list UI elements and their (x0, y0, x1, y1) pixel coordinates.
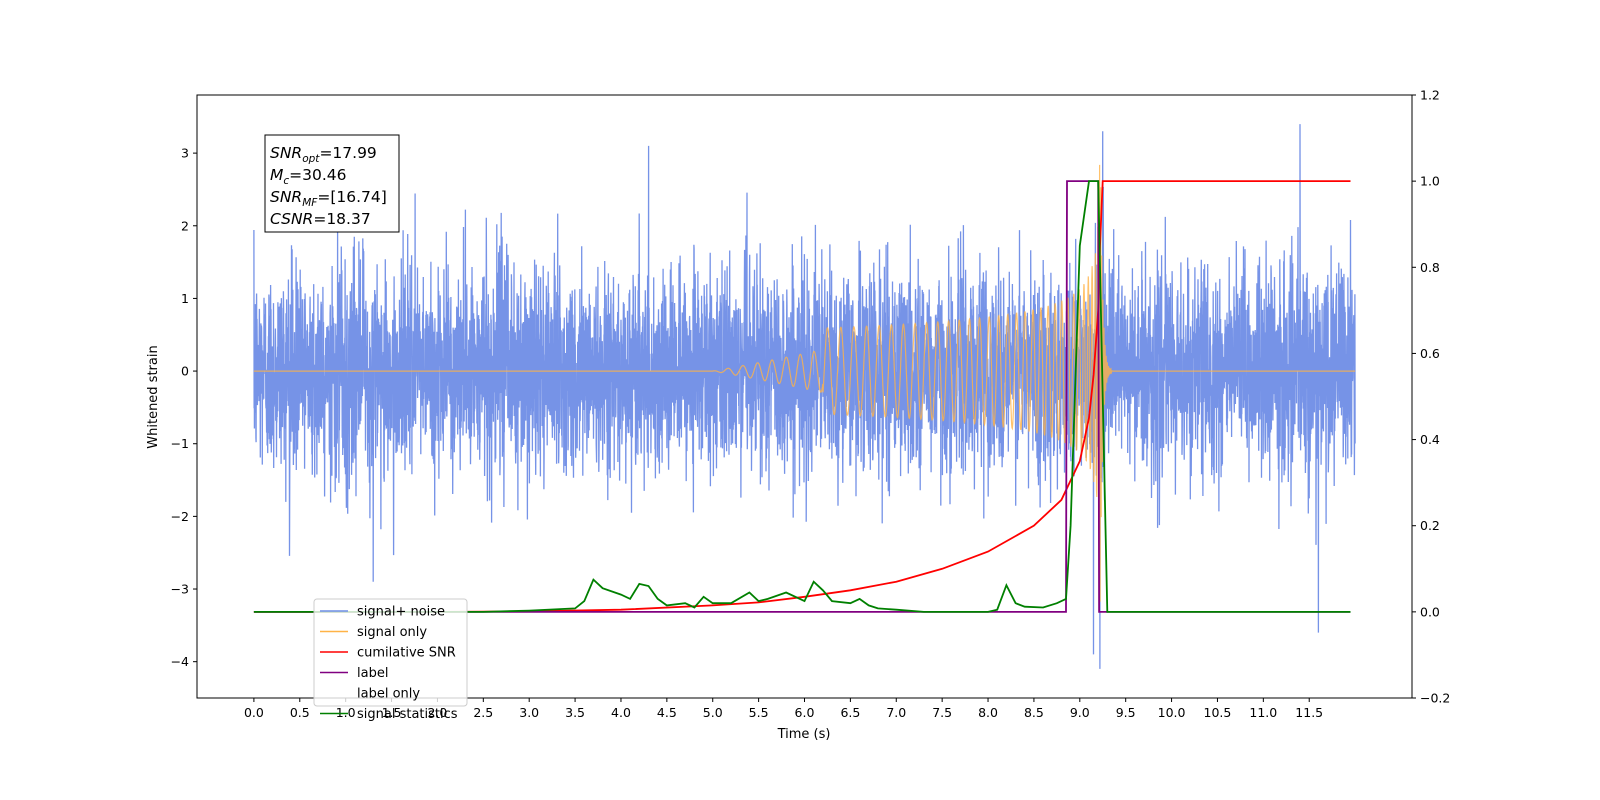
x-tick-label: 8.5 (1024, 705, 1044, 720)
legend-signal-noise-label: signal+ noise (357, 605, 445, 620)
series-signal-statistics-line (253, 180, 1351, 613)
y2-tick-label: 1.0 (1420, 174, 1440, 189)
x-tick-label: 0.5 (290, 705, 310, 720)
info-line: CSNR=18.37 (270, 210, 371, 228)
y-tick-label: 2 (181, 218, 189, 233)
y2-tick-label: 0.0 (1420, 604, 1440, 619)
legend-frame (313, 598, 468, 707)
x-tick-label: 6.5 (840, 705, 860, 720)
series-cumilative-snr-line (253, 180, 1351, 613)
x-tick-label: 11.0 (1249, 705, 1277, 720)
y-axis-right: −0.2 0.0 0.2 0.4 0.6 0.8 1.0 1.2 (1412, 88, 1450, 706)
y2-tick-label: 0.6 (1420, 346, 1440, 361)
y-tick-label: −1 (171, 436, 189, 451)
legend-signal-only-label: signal only (357, 625, 427, 640)
x-tick-label: 4.5 (657, 705, 677, 720)
y-tick-label: 0 (181, 364, 189, 379)
x-tick-label: 1.0 (336, 705, 356, 720)
legend-signal-statistics-label: signal statistics (357, 707, 458, 722)
x-axis-title: Time (s) (777, 727, 831, 742)
y-axis-title: Whitened strain (146, 345, 161, 448)
series-signal-only-line (253, 164, 1356, 602)
x-tick-label: 3.5 (565, 705, 585, 720)
y-tick-label: −4 (171, 654, 189, 669)
info-line: Mc=30.46 (270, 166, 347, 187)
series-layer (253, 124, 1356, 669)
y-axis-left: −4 −3 −2 −1 0 1 2 3 (171, 146, 197, 669)
x-tick-label: 10.5 (1204, 705, 1232, 720)
x-tick-label: 11.5 (1295, 705, 1323, 720)
info-box: SNRopt=17.99Mc=30.46SNRMF=[16.74]CSNR=18… (264, 134, 400, 233)
x-tick-label: 2.0 (427, 705, 447, 720)
x-tick-label: 8.0 (978, 705, 998, 720)
x-tick-label: 7.0 (886, 705, 906, 720)
x-tick-label: 1.5 (382, 705, 402, 720)
info-line: SNRMF=[16.74] (270, 188, 387, 209)
legend: signal+ noise signal only cumilative SNR la… (313, 598, 468, 722)
x-axis: 0.0 0.5 1.0 1.5 2.0 2.5 3.0 3.5 4.0 4.5 5.0 5.5 6.0 6… (244, 698, 1323, 720)
y-tick-label: 1 (181, 291, 189, 306)
x-tick-label: 10.0 (1158, 705, 1186, 720)
x-tick-label: 3.0 (519, 705, 539, 720)
y2-tick-label: −0.2 (1420, 691, 1450, 706)
x-tick-label: 9.5 (1116, 705, 1136, 720)
info-box-frame (264, 134, 400, 233)
y2-tick-label: 0.8 (1420, 260, 1440, 275)
x-tick-label: 5.0 (703, 705, 723, 720)
legend-label-label: label (357, 666, 388, 681)
y2-tick-label: 0.2 (1420, 518, 1440, 533)
x-tick-label: 4.0 (611, 705, 631, 720)
y2-tick-label: 0.4 (1420, 432, 1440, 447)
x-tick-label: 2.5 (473, 705, 493, 720)
y-tick-label: −2 (171, 509, 189, 524)
series-signal-noise-line (253, 124, 1356, 669)
y-tick-label: 3 (181, 146, 189, 161)
x-tick-label: 0.0 (244, 705, 264, 720)
y2-tick-label: 1.2 (1420, 88, 1440, 103)
x-tick-label: 6.0 (795, 705, 815, 720)
info-line: SNRopt=17.99 (270, 144, 377, 165)
y-tick-label: −3 (171, 582, 189, 597)
x-tick-label: 5.5 (749, 705, 769, 720)
x-tick-label: 9.0 (1070, 705, 1090, 720)
legend-cumilative-snr-label: cumilative SNR (357, 646, 456, 661)
x-tick-label: 7.5 (932, 705, 952, 720)
legend-label-only-label: label only (357, 687, 420, 702)
